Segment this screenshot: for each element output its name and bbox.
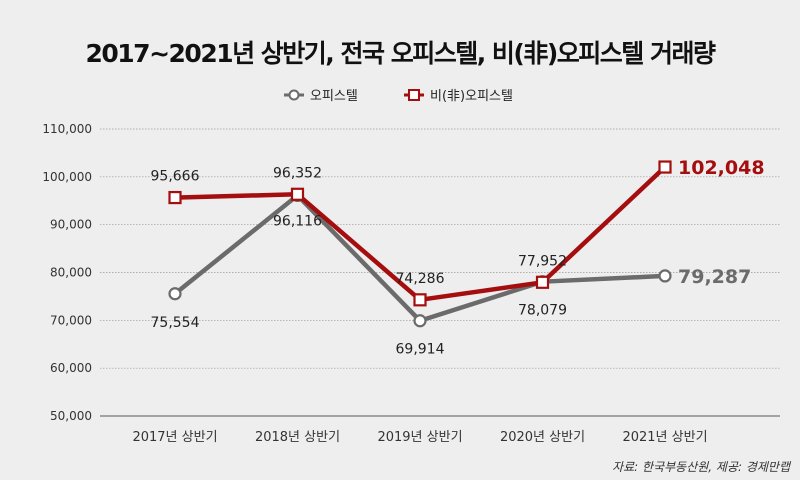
x-tick-label: 2021년 상반기 xyxy=(622,430,707,445)
data-point xyxy=(658,160,672,174)
legend: 오피스텔 비(非)오피스텔 xyxy=(284,89,513,104)
data-label: 78,079 xyxy=(518,303,567,319)
data-label: 102,048 xyxy=(678,157,765,179)
x-tick-label: 2017년 상반기 xyxy=(132,430,217,445)
data-point xyxy=(535,275,550,289)
data-point xyxy=(168,287,182,301)
y-tick-label: 70,000 xyxy=(50,313,92,327)
y-tick-label: 90,000 xyxy=(50,218,92,232)
data-label: 79,287 xyxy=(678,266,751,288)
data-label: 95,666 xyxy=(151,169,200,185)
legend-circle-marker-icon xyxy=(288,89,300,101)
data-point xyxy=(290,187,305,201)
legend-label: 비(非)오피스텔 xyxy=(430,89,513,104)
x-tick-label: 2019년 상반기 xyxy=(377,430,462,445)
x-tick-label: 2018년 상반기 xyxy=(255,430,340,445)
data-label: 77,952 xyxy=(518,253,567,269)
data-label: 69,914 xyxy=(396,342,445,358)
y-tick-label: 80,000 xyxy=(50,266,92,280)
y-tick-label: 100,000 xyxy=(42,170,92,184)
source-note: 자료: 한국부동산원, 제공: 경제만랩 xyxy=(612,460,792,474)
y-tick-label: 50,000 xyxy=(50,409,92,423)
data-label: 96,352 xyxy=(273,165,322,181)
y-tick-label: 60,000 xyxy=(50,361,92,375)
legend-square-marker-icon xyxy=(408,89,420,101)
data-point xyxy=(413,293,427,307)
y-tick-label: 110,000 xyxy=(42,122,92,136)
data-point xyxy=(168,190,182,205)
data-label: 74,286 xyxy=(396,271,445,287)
data-point xyxy=(658,269,672,283)
legend-item-non-office: 비(非)오피스텔 xyxy=(404,89,513,104)
data-label: 75,554 xyxy=(151,315,200,331)
legend-label: 오피스텔 xyxy=(310,89,358,104)
data-point xyxy=(413,314,427,328)
legend-item-office: 오피스텔 xyxy=(284,89,358,104)
x-tick-label: 2020년 상반기 xyxy=(500,430,585,445)
data-label: 96,116 xyxy=(273,213,322,229)
chart-title: 2017~2021년 상반기, 전국 오피스텔, 비(非)오피스텔 거래량 xyxy=(86,39,716,68)
